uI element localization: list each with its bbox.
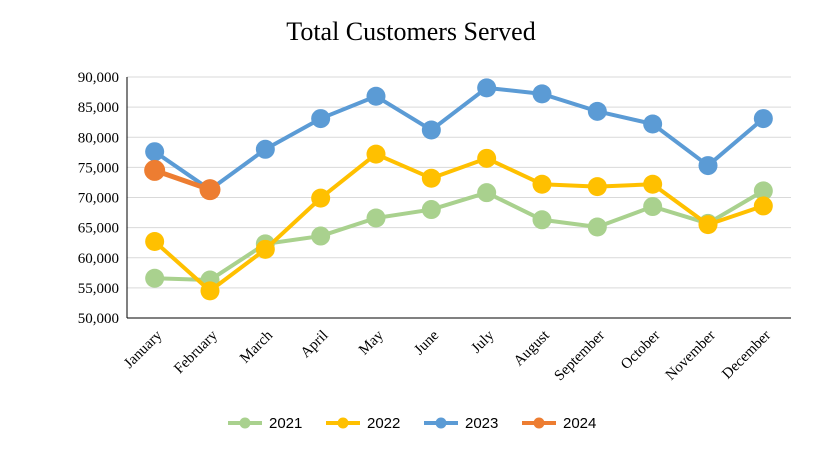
y-tick-label: 70,000: [78, 191, 119, 207]
legend-item-2023: 2023: [424, 415, 498, 432]
legend-swatch-marker: [337, 417, 349, 429]
data-point: [643, 114, 663, 134]
x-tick-label: August: [511, 327, 554, 370]
data-point: [366, 144, 386, 164]
data-point: [255, 239, 275, 259]
legend-swatch-marker: [533, 417, 545, 429]
data-point: [200, 281, 220, 301]
x-tick-label: December: [719, 328, 774, 383]
data-point: [587, 177, 607, 197]
data-point: [477, 78, 497, 98]
x-tick-label: March: [237, 327, 276, 366]
data-point: [199, 179, 221, 201]
data-point: [753, 181, 773, 201]
data-point: [587, 217, 607, 237]
chart-title: Total Customers Served: [286, 17, 535, 46]
x-tick-label: January: [121, 327, 166, 372]
x-tick-label: July: [468, 327, 497, 356]
data-point: [753, 109, 773, 129]
series-2023: [145, 78, 773, 200]
series: [144, 78, 773, 301]
y-tick-label: 50,000: [78, 311, 119, 327]
legend-label: 2024: [563, 415, 596, 432]
y-tick-label: 55,000: [78, 281, 119, 297]
x-tick-label: April: [298, 328, 332, 362]
legend-item-2022: 2022: [326, 415, 400, 432]
data-point: [477, 183, 497, 203]
legend-label: 2022: [367, 415, 400, 432]
data-point: [532, 210, 552, 230]
x-tick-label: May: [356, 327, 387, 358]
data-point: [753, 196, 773, 216]
data-point: [421, 200, 441, 220]
legend-label: 2023: [465, 415, 498, 432]
y-tick-label: 65,000: [78, 221, 119, 237]
series-line: [152, 188, 766, 283]
data-point: [311, 109, 331, 129]
data-point: [532, 174, 552, 194]
legend-swatch-marker: [239, 417, 251, 429]
data-point: [698, 156, 718, 176]
legend-swatch-marker: [435, 417, 447, 429]
data-point: [477, 148, 497, 168]
data-point: [421, 168, 441, 188]
data-point: [255, 139, 275, 159]
x-tick-label: February: [171, 327, 221, 377]
data-point: [366, 86, 386, 106]
x-tick-label: October: [618, 328, 663, 373]
y-tick-label: 60,000: [78, 251, 119, 267]
x-tick-label: November: [663, 328, 719, 384]
data-point: [698, 215, 718, 235]
data-point: [643, 174, 663, 194]
data-point: [311, 226, 331, 246]
axes: [126, 77, 791, 319]
data-point: [532, 84, 552, 104]
data-point: [145, 268, 165, 288]
x-tick-label: June: [411, 327, 442, 358]
y-tick-label: 85,000: [78, 100, 119, 116]
legend-label: 2021: [269, 415, 302, 432]
x-axis-ticks: January February March April May June July Augu…: [121, 327, 774, 384]
series-line: [152, 85, 766, 192]
data-point: [145, 231, 165, 251]
y-tick-label: 90,000: [78, 70, 119, 86]
series-2024: [144, 159, 221, 201]
y-tick-label: 80,000: [78, 130, 119, 146]
series-2022: [145, 144, 773, 301]
legend: 2021 2022 2023 2024: [228, 415, 596, 432]
data-point: [421, 120, 441, 140]
data-point: [145, 142, 165, 162]
series-line: [152, 152, 766, 293]
legend-item-2021: 2021: [228, 415, 302, 432]
y-axis-ticks: 50,000 55,000 60,000 65,000 70,000 75,000 80,0…: [78, 70, 119, 327]
data-point: [587, 101, 607, 121]
data-point: [643, 197, 663, 217]
legend-item-2024: 2024: [522, 415, 596, 432]
data-point: [311, 188, 331, 208]
x-tick-label: September: [551, 328, 608, 385]
y-tick-label: 75,000: [78, 160, 119, 176]
data-point: [144, 159, 166, 181]
data-point: [366, 208, 386, 228]
